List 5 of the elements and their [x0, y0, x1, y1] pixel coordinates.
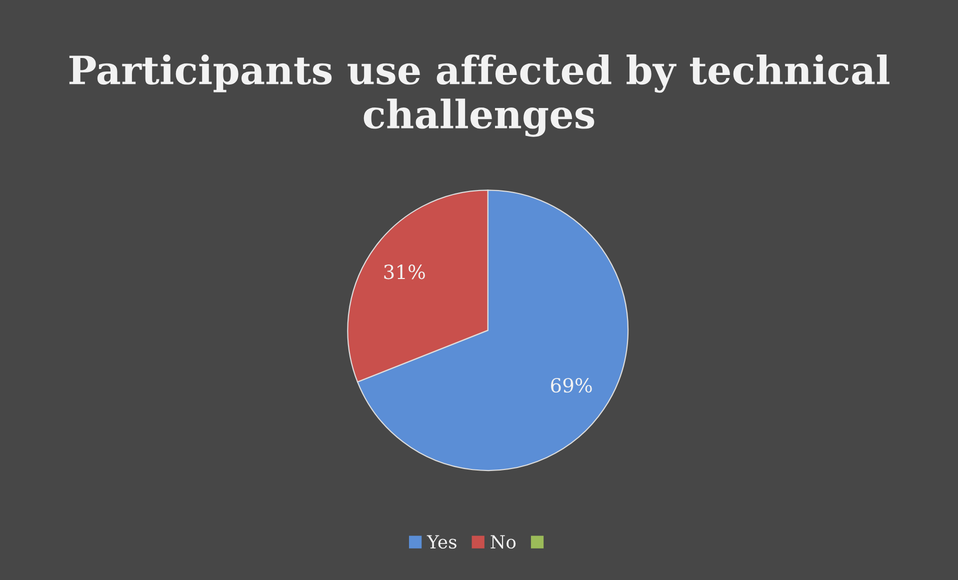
legend-label: Yes	[426, 535, 456, 549]
legend-label: No	[490, 535, 516, 549]
data-label: 31%	[384, 264, 425, 280]
chart-title: Participants use affected by technical challenges	[69, 54, 890, 137]
data-label: 69%	[551, 378, 592, 393]
